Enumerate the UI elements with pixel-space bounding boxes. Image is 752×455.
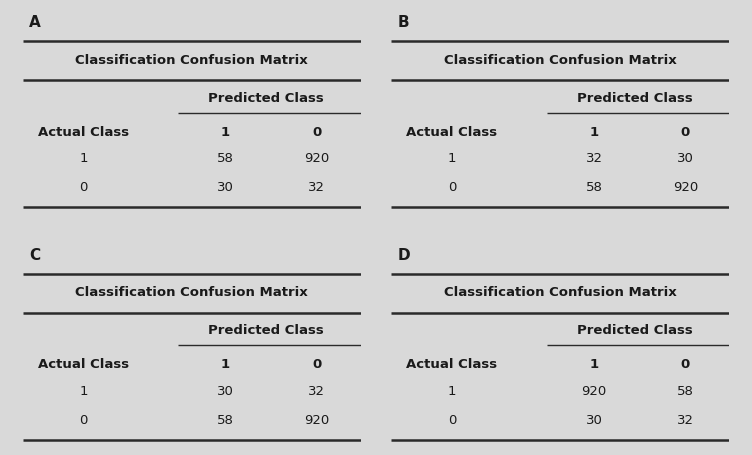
Text: 58: 58	[586, 181, 602, 194]
Text: 30: 30	[217, 384, 234, 397]
Text: Predicted Class: Predicted Class	[577, 91, 693, 105]
Text: 32: 32	[308, 181, 326, 194]
Text: 1: 1	[590, 126, 599, 138]
Text: 0: 0	[312, 358, 322, 370]
Text: 1: 1	[79, 152, 88, 165]
Text: Classification Confusion Matrix: Classification Confusion Matrix	[444, 54, 677, 67]
Text: 30: 30	[586, 413, 602, 426]
Text: 0: 0	[312, 126, 322, 138]
Text: 58: 58	[217, 413, 234, 426]
Text: Classification Confusion Matrix: Classification Confusion Matrix	[75, 54, 308, 67]
Text: 1: 1	[221, 126, 230, 138]
Text: B: B	[398, 15, 409, 30]
Text: 1: 1	[590, 358, 599, 370]
Text: Predicted Class: Predicted Class	[577, 324, 693, 337]
Text: 0: 0	[681, 358, 690, 370]
Text: 1: 1	[447, 384, 456, 397]
Text: C: C	[29, 248, 41, 262]
Text: Actual Class: Actual Class	[406, 126, 498, 138]
Text: 1: 1	[221, 358, 230, 370]
Text: A: A	[29, 15, 41, 30]
Text: D: D	[398, 248, 411, 262]
Text: 58: 58	[217, 152, 234, 165]
Text: Predicted Class: Predicted Class	[208, 324, 324, 337]
Text: Actual Class: Actual Class	[38, 126, 129, 138]
Text: 30: 30	[217, 181, 234, 194]
Text: Actual Class: Actual Class	[406, 358, 498, 370]
Text: 920: 920	[305, 413, 329, 426]
Text: Classification Confusion Matrix: Classification Confusion Matrix	[75, 286, 308, 299]
Text: 0: 0	[79, 413, 88, 426]
Text: Predicted Class: Predicted Class	[208, 91, 324, 105]
Text: 32: 32	[308, 384, 326, 397]
Text: 0: 0	[681, 126, 690, 138]
Text: Classification Confusion Matrix: Classification Confusion Matrix	[444, 286, 677, 299]
Text: 920: 920	[581, 384, 607, 397]
Text: 0: 0	[447, 181, 456, 194]
Text: Actual Class: Actual Class	[38, 358, 129, 370]
Text: 1: 1	[447, 152, 456, 165]
Text: 0: 0	[79, 181, 88, 194]
Text: 1: 1	[79, 384, 88, 397]
Text: 58: 58	[677, 384, 694, 397]
Text: 30: 30	[677, 152, 694, 165]
Text: 0: 0	[447, 413, 456, 426]
Text: 920: 920	[673, 181, 698, 194]
Text: 32: 32	[677, 413, 694, 426]
Text: 32: 32	[586, 152, 602, 165]
Text: 920: 920	[305, 152, 329, 165]
